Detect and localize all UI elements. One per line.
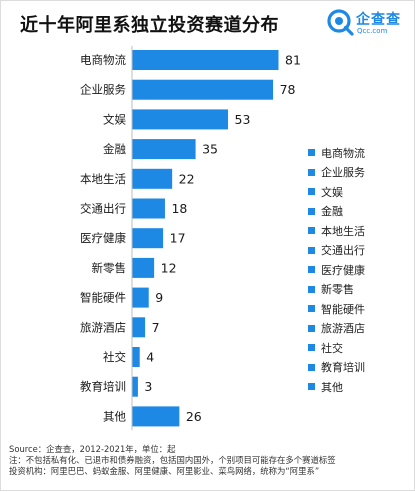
legend-swatch [308, 383, 315, 391]
legend-item: 新零售 [308, 280, 413, 300]
legend-swatch [308, 227, 315, 235]
legend-label: 文娱 [321, 185, 343, 199]
category-label: 金融 [103, 142, 126, 156]
legend-item: 企业服务 [308, 163, 413, 183]
category-label: 电商物流 [80, 53, 126, 67]
category-label: 企业服务 [80, 83, 126, 97]
legend-label: 旅游酒店 [321, 322, 365, 336]
legend-label: 智能硬件 [321, 302, 365, 316]
logo-text: 企查查 [356, 12, 401, 28]
note-text-2: 投资机构：阿里巴巴、蚂蚁金服、阿里健康、阿里影业、菜鸟网络，统称为“阿里系” [9, 466, 320, 476]
legend-swatch [308, 246, 315, 254]
chart-title: 近十年阿里系独立投资赛道分布 [20, 15, 279, 36]
source-text: Source：企查查，2012-2021年，单位：起 [9, 444, 176, 454]
note-text-1: 注：不包括私有化、已退市和债券融资，包括国内国外，个别项目可能存在多个赛道标签 [9, 455, 336, 465]
bar [132, 376, 138, 397]
legend-label: 其他 [321, 380, 343, 394]
bar [132, 79, 274, 100]
category-label: 智能硬件 [80, 291, 126, 305]
value-label: 35 [202, 142, 218, 157]
qcc-logo-icon [327, 9, 354, 36]
value-label: 53 [235, 112, 251, 127]
legend-swatch [308, 324, 315, 332]
value-label: 3 [144, 379, 152, 394]
value-label: 7 [152, 320, 160, 335]
legend-swatch [308, 363, 315, 371]
bar [132, 139, 196, 160]
chart-footer: Source：企查查，2012-2021年，单位：起 注：不包括私有化、已退市和… [9, 444, 409, 477]
bar [132, 50, 279, 70]
legend-item: 本地生活 [308, 221, 413, 241]
legend-swatch [308, 344, 315, 352]
bar [132, 109, 229, 130]
legend-item: 旅游酒店 [308, 319, 413, 339]
value-label: 4 [146, 350, 154, 365]
legend-label: 交通出行 [321, 244, 365, 258]
bar [132, 287, 149, 308]
legend-label: 教育培训 [321, 361, 365, 375]
legend-item: 金融 [308, 202, 413, 222]
legend-item: 医疗健康 [308, 260, 413, 280]
value-label: 9 [155, 290, 163, 305]
bar [132, 317, 146, 338]
legend-item: 文娱 [308, 182, 413, 202]
category-label: 本地生活 [80, 172, 126, 186]
value-label: 12 [161, 260, 177, 275]
bar [132, 228, 164, 249]
bar [132, 347, 140, 367]
bar [132, 168, 173, 189]
legend-label: 金融 [321, 205, 343, 219]
legend-item: 电商物流 [308, 143, 413, 163]
legend-item: 智能硬件 [308, 299, 413, 319]
legend-swatch [308, 207, 315, 215]
category-label: 文娱 [103, 112, 126, 126]
legend-item: 社交 [308, 338, 413, 358]
category-label: 旅游酒店 [80, 320, 126, 334]
legend-item: 其他 [308, 377, 413, 397]
bar [132, 406, 180, 427]
category-label: 其他 [103, 409, 126, 423]
logo-subtext: Qcc.com [357, 27, 388, 35]
legend-label: 本地生活 [321, 224, 365, 238]
legend-swatch [308, 149, 315, 157]
category-label: 社交 [103, 350, 126, 364]
value-label: 18 [171, 201, 187, 216]
bar [132, 257, 155, 278]
bar [132, 198, 165, 219]
value-label: 17 [170, 231, 186, 246]
chart-legend: 电商物流企业服务文娱金融本地生活交通出行医疗健康新零售智能硬件旅游酒店社交教育培… [308, 143, 413, 397]
category-label: 教育培训 [80, 380, 126, 394]
legend-item: 交通出行 [308, 241, 413, 261]
value-label: 22 [179, 171, 195, 186]
value-label: 81 [285, 53, 301, 68]
legend-swatch [308, 305, 315, 313]
value-label: 78 [280, 82, 296, 97]
category-label: 医疗健康 [80, 231, 126, 245]
legend-label: 社交 [321, 341, 343, 355]
legend-label: 医疗健康 [321, 263, 365, 277]
legend-swatch [308, 168, 315, 176]
legend-swatch [308, 266, 315, 274]
legend-item: 教育培训 [308, 358, 413, 378]
value-label: 26 [186, 409, 202, 424]
category-label: 新零售 [92, 261, 127, 275]
legend-label: 电商物流 [321, 146, 365, 160]
qcc-logo: 企查查 Qcc.com [326, 8, 408, 38]
legend-label: 企业服务 [321, 166, 365, 180]
category-label: 交通出行 [80, 202, 126, 216]
legend-label: 新零售 [321, 283, 354, 297]
legend-swatch [308, 285, 315, 293]
legend-swatch [308, 188, 315, 196]
